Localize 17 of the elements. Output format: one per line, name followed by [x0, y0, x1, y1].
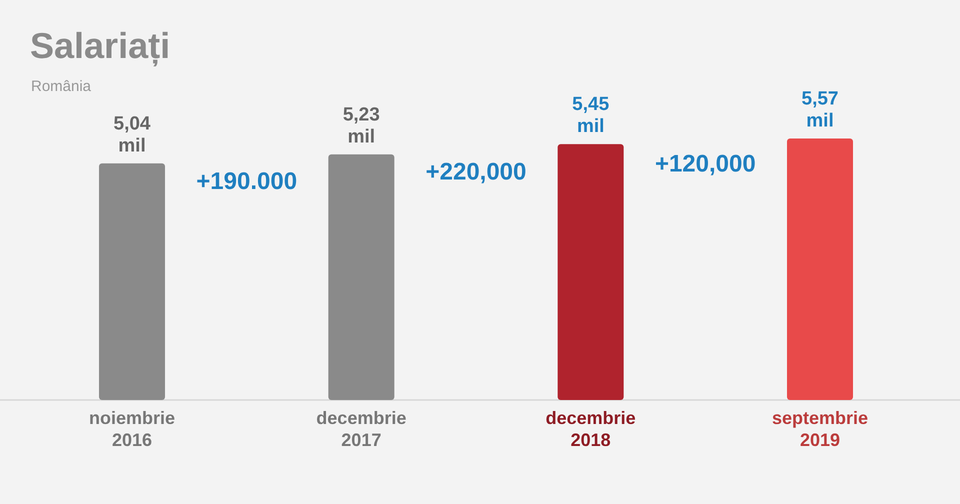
x-tick-label: septembrie 2019: [772, 408, 868, 450]
bar: [558, 144, 624, 400]
annotation: +220,000: [426, 158, 526, 186]
bar: [328, 154, 394, 400]
x-tick-label: noiembrie 2016: [88, 408, 176, 450]
x-tick-label: decembrie 2017: [316, 408, 406, 450]
bar: [787, 138, 853, 400]
bar: [99, 163, 165, 400]
x-tick-label: decembrie 2018: [546, 408, 636, 450]
chart-title: Salariați: [30, 25, 170, 67]
data-label: 5,04 mil: [114, 113, 151, 156]
data-label: 5,45 mil: [572, 94, 610, 138]
data-label: 5,23 mil: [342, 104, 380, 148]
data-label: 5,57 mil: [802, 88, 838, 132]
chart-subtitle: România: [31, 78, 92, 95]
annotation: +190.000: [196, 168, 298, 195]
annotation: +120,000: [654, 150, 756, 178]
